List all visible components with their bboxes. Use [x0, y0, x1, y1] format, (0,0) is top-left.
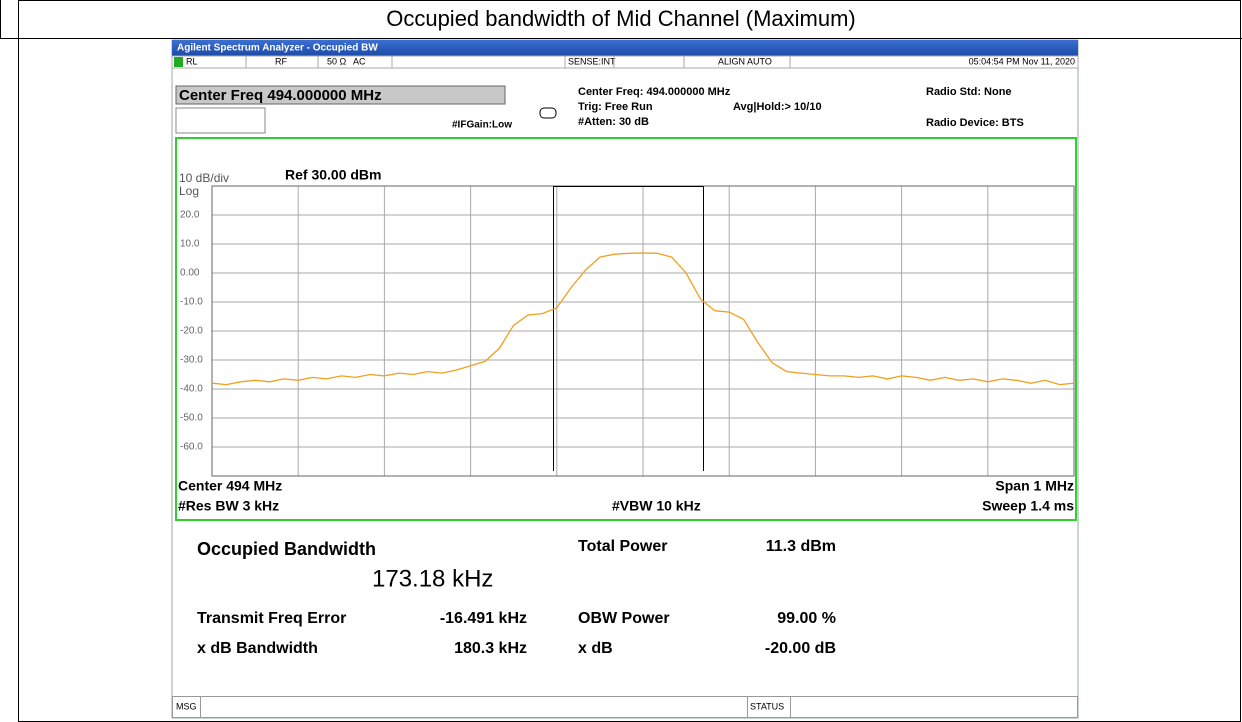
center-freq-box	[175, 85, 506, 105]
vbw: #VBW 10 kHz	[612, 498, 701, 514]
res-bw: #Res BW 3 kHz	[178, 498, 279, 514]
log-label: Log	[179, 184, 199, 198]
xdb-label: x dB	[578, 640, 613, 657]
xdb-bw-label: x dB Bandwidth	[197, 640, 318, 657]
radio-std: Radio Std: None	[926, 86, 1012, 98]
y-tick-label: 10.0	[180, 239, 200, 250]
title-bar	[172, 40, 1078, 56]
timestamp: 05:04:54 PM Nov 11, 2020	[969, 56, 1075, 66]
y-tick-label: 20.0	[180, 210, 200, 221]
coupling: AC	[353, 56, 366, 66]
trig: Trig: Free Run	[578, 101, 653, 113]
sense: SENSE:INT	[568, 56, 616, 66]
rf: RF	[275, 56, 287, 66]
impedance: 50 Ω	[327, 56, 347, 66]
radio-device: Radio Device: BTS	[926, 117, 1024, 129]
y-tick-label: -30.0	[180, 355, 203, 366]
obw-power: 99.00 %	[777, 610, 836, 627]
obw-power-label: OBW Power	[578, 610, 670, 627]
input-box	[175, 107, 266, 134]
obw-markers	[553, 186, 704, 471]
grid	[212, 186, 1074, 476]
status-bar	[172, 696, 1078, 718]
y-tick-label: -20.0	[180, 326, 203, 337]
plot-panel	[175, 137, 1077, 521]
tfe-label: Transmit Freq Error	[197, 610, 346, 627]
span: Span 1 MHz	[995, 478, 1074, 494]
msg: MSG	[176, 701, 197, 711]
page-title: Occupied bandwidth of Mid Channel (Maxim…	[386, 6, 856, 31]
center-freq: Center Freq 494.000000 MHz	[179, 87, 382, 104]
obw-label: Occupied Bandwidth	[197, 539, 376, 559]
y-tick-label: -50.0	[180, 413, 203, 424]
total-power-label: Total Power	[578, 538, 668, 555]
status-separators	[245, 56, 791, 68]
tfe: -16.491 kHz	[440, 610, 527, 627]
ref-level: Ref 30.00 dBm	[285, 167, 381, 183]
status: STATUS	[750, 701, 784, 711]
align: ALIGN AUTO	[718, 56, 772, 66]
xdb: -20.00 dB	[765, 640, 836, 657]
status-row	[171, 55, 1079, 69]
avg-hold: Avg|Hold:> 10/10	[733, 101, 822, 113]
if-gain: #IFGain:Low	[452, 120, 512, 131]
center-freq-info: Center Freq: 494.000000 MHz	[578, 86, 731, 98]
y-tick-label: -40.0	[180, 384, 203, 395]
y-tick-label: -10.0	[180, 297, 203, 308]
total-power: 11.3 dBm	[766, 538, 836, 555]
xdb-bw: 180.3 kHz	[454, 640, 527, 657]
y-tick-label: 0.00	[180, 268, 200, 279]
center: Center 494 MHz	[178, 478, 282, 494]
app-title: Agilent Spectrum Analyzer - Occupied BW	[177, 43, 378, 54]
obw-value: 173.18 kHz	[372, 565, 493, 592]
scale: 10 dB/div	[179, 171, 229, 185]
spectrum-trace	[211, 252, 1075, 386]
rl: RL	[186, 56, 198, 66]
sweep: Sweep 1.4 ms	[982, 498, 1074, 514]
trigger-icon	[539, 107, 557, 119]
atten: #Atten: 30 dB	[578, 116, 649, 128]
lxi-icon	[174, 57, 183, 67]
y-tick-label: -60.0	[180, 442, 203, 453]
